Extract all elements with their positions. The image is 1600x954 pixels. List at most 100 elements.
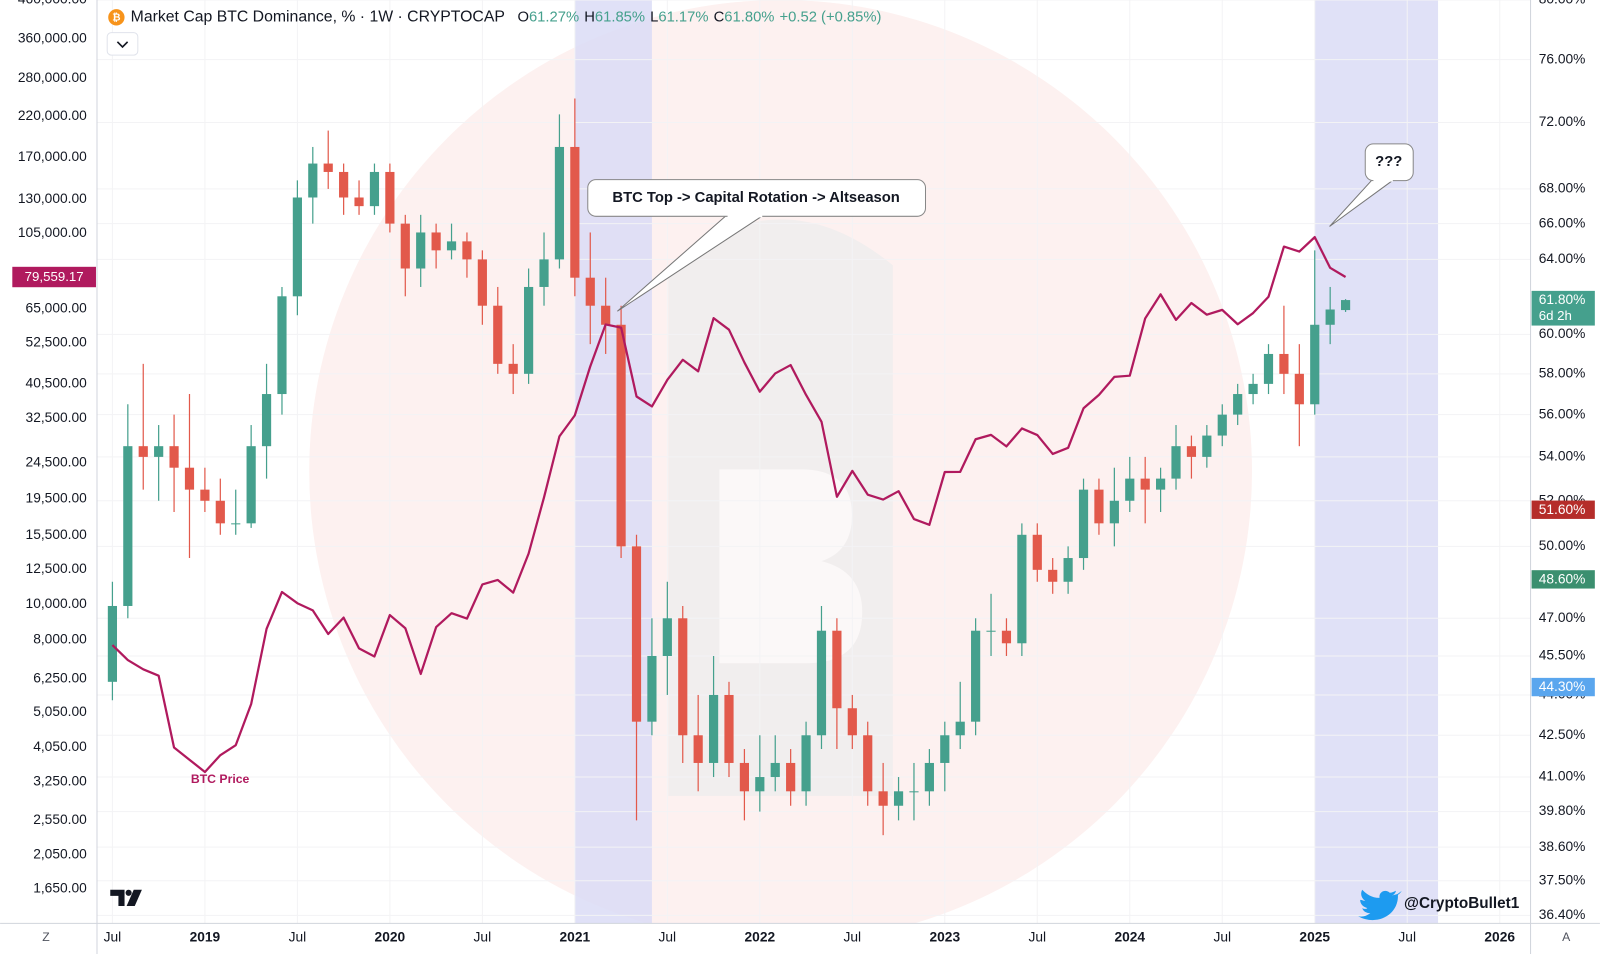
x-tick-label: 2023 [929, 929, 960, 944]
candle-body [1063, 558, 1073, 582]
candle-body [1156, 478, 1166, 490]
candle-body [986, 630, 996, 632]
candle-body [138, 446, 148, 457]
btc-icon [108, 9, 125, 26]
candle-body [539, 259, 549, 287]
axis-marker [1531, 570, 1595, 589]
candle-body [200, 489, 210, 501]
header: Market Cap BTC Dominance, % · 1W · CRYPT… [131, 9, 882, 26]
candle-body [1140, 478, 1150, 490]
price-marker-label: 79,559.17 [25, 269, 84, 284]
candle-body [832, 630, 842, 709]
tradingview-logo-dot [125, 889, 132, 896]
candle-body [724, 694, 734, 763]
candle-body [339, 171, 349, 198]
collapse-button[interactable] [106, 32, 139, 56]
y-tick-label: 2,050.00 [33, 846, 87, 861]
y-tick-label: 12,500.00 [26, 561, 88, 576]
x-tick-label: 2020 [375, 929, 406, 944]
candle-body [940, 735, 950, 763]
y2-tick-label: 37.50% [1539, 872, 1586, 887]
toolbar-button[interactable]: A [1562, 930, 1571, 944]
candle-body [693, 735, 703, 763]
price-line [111, 236, 1347, 774]
candle-body [631, 546, 642, 722]
marker-layer: 79,559.17 61.80%6d 2h 51.60% 48.60% 44.30% [12, 266, 1595, 697]
candle-body [554, 146, 565, 260]
x-tick-label: 2021 [560, 929, 591, 944]
candle-body [369, 171, 380, 207]
candle-body [1202, 435, 1212, 457]
candle-body [1310, 324, 1320, 405]
x-tick-label: 2026 [1484, 929, 1515, 944]
candle-body [1186, 446, 1197, 457]
btc-icon-glyph: ₿ [112, 12, 120, 24]
y2-tick-label: 76.00% [1539, 51, 1586, 66]
ohlc-key: L [650, 9, 658, 25]
candle-body [1109, 500, 1119, 524]
grid-layer [96, 0, 1531, 924]
candle-body [493, 305, 503, 364]
y-tick-label: 6,250.00 [33, 670, 87, 685]
candle-body [708, 694, 719, 763]
candle-body [601, 305, 611, 325]
candle-body [1017, 534, 1027, 644]
price-marker [12, 266, 96, 288]
x-tick-label: 2022 [745, 929, 776, 944]
candle-body [123, 446, 133, 606]
y2-tick-label: 68.00% [1539, 181, 1586, 196]
y2-tick-label: 47.00% [1539, 610, 1586, 625]
chevron-icon [116, 41, 129, 49]
chart-title: Market Cap BTC Dominance, % · 1W · CRYPT… [131, 9, 505, 26]
y-tick-label: 130,000.00 [18, 191, 87, 206]
tradingview-logo [110, 889, 142, 907]
candle-body [847, 708, 857, 736]
y2-tick-label: 38.60% [1539, 839, 1586, 854]
candle-body [924, 762, 934, 792]
candle-body [477, 259, 487, 306]
axis-marker-label: 61.80% [1539, 292, 1586, 307]
candle-body [971, 630, 981, 722]
series-label: BTC Price [191, 772, 250, 786]
y-tick-label: 2,550.00 [33, 812, 87, 827]
candle-body [462, 241, 472, 260]
y2-tick-label: 45.50% [1539, 648, 1586, 663]
y-tick-label: 65,000.00 [26, 301, 88, 316]
candle-body [678, 618, 688, 736]
y-tick-label: 3,250.00 [33, 774, 87, 789]
ohlc-key: H [584, 9, 595, 25]
candle-body [786, 762, 796, 792]
candle-body [107, 605, 118, 682]
log-toggle[interactable] [34, 927, 58, 948]
y2-tick-label: 80.00% [1539, 0, 1586, 7]
y-tick-label: 1,650.00 [33, 881, 87, 896]
y2-tick-label: 36.40% [1539, 907, 1586, 922]
y-tick-label: 19,500.00 [26, 491, 88, 506]
x-tick-label: Jul [104, 929, 122, 944]
candle-body [1032, 534, 1042, 570]
candle-body [893, 791, 904, 806]
y-tick-label: 10,000.00 [26, 596, 88, 611]
logo-watermark [309, 0, 1252, 924]
x-tick-label: Jul [1398, 929, 1416, 944]
x-tick-label: 2019 [190, 929, 221, 944]
axis-layer: 460,000.00 360,000.00 280,000.00 220,000.00… [18, 0, 1586, 944]
candle-body [585, 277, 595, 306]
candle-body [1171, 446, 1181, 479]
candle-body [1217, 414, 1227, 436]
candle-body [1094, 489, 1104, 524]
y2-tick-label: 56.00% [1539, 406, 1586, 421]
x-tick-label: Jul [659, 929, 677, 944]
y-tick-label: 460,000.00 [18, 0, 87, 7]
x-tick-label: Jul [1213, 929, 1231, 944]
highlight-range [1314, 0, 1439, 924]
shaded-layer [574, 0, 1439, 924]
candle-body [524, 286, 534, 374]
axis-marker-label: 44.30% [1539, 679, 1586, 694]
watermark-glyph [719, 469, 863, 664]
candle-body [570, 146, 580, 278]
y2-tick-label: 50.00% [1539, 538, 1586, 553]
toolbar-button[interactable]: Z [42, 930, 50, 944]
candle-body [1078, 489, 1089, 559]
candle-body [169, 446, 179, 468]
